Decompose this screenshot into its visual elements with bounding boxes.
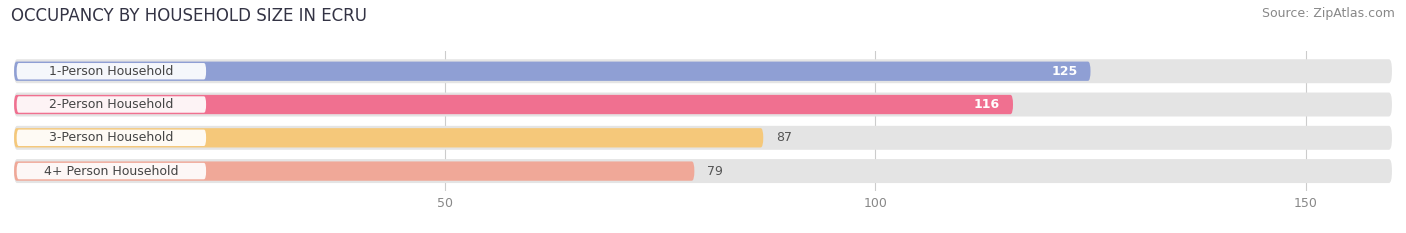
FancyBboxPatch shape	[14, 93, 1392, 116]
Text: 116: 116	[974, 98, 1000, 111]
FancyBboxPatch shape	[14, 128, 763, 147]
FancyBboxPatch shape	[14, 62, 1091, 81]
Text: 4+ Person Household: 4+ Person Household	[44, 164, 179, 178]
Text: Source: ZipAtlas.com: Source: ZipAtlas.com	[1261, 7, 1395, 20]
FancyBboxPatch shape	[14, 161, 695, 181]
FancyBboxPatch shape	[17, 96, 207, 113]
FancyBboxPatch shape	[17, 163, 207, 179]
Text: 2-Person Household: 2-Person Household	[49, 98, 173, 111]
FancyBboxPatch shape	[14, 95, 1012, 114]
FancyBboxPatch shape	[17, 130, 207, 146]
FancyBboxPatch shape	[14, 126, 1392, 150]
Text: 79: 79	[707, 164, 723, 178]
Text: 87: 87	[776, 131, 792, 144]
FancyBboxPatch shape	[17, 63, 207, 79]
Text: 3-Person Household: 3-Person Household	[49, 131, 173, 144]
Text: 1-Person Household: 1-Person Household	[49, 65, 173, 78]
FancyBboxPatch shape	[14, 59, 1392, 83]
Text: 125: 125	[1052, 65, 1077, 78]
Text: OCCUPANCY BY HOUSEHOLD SIZE IN ECRU: OCCUPANCY BY HOUSEHOLD SIZE IN ECRU	[11, 7, 367, 25]
FancyBboxPatch shape	[14, 159, 1392, 183]
